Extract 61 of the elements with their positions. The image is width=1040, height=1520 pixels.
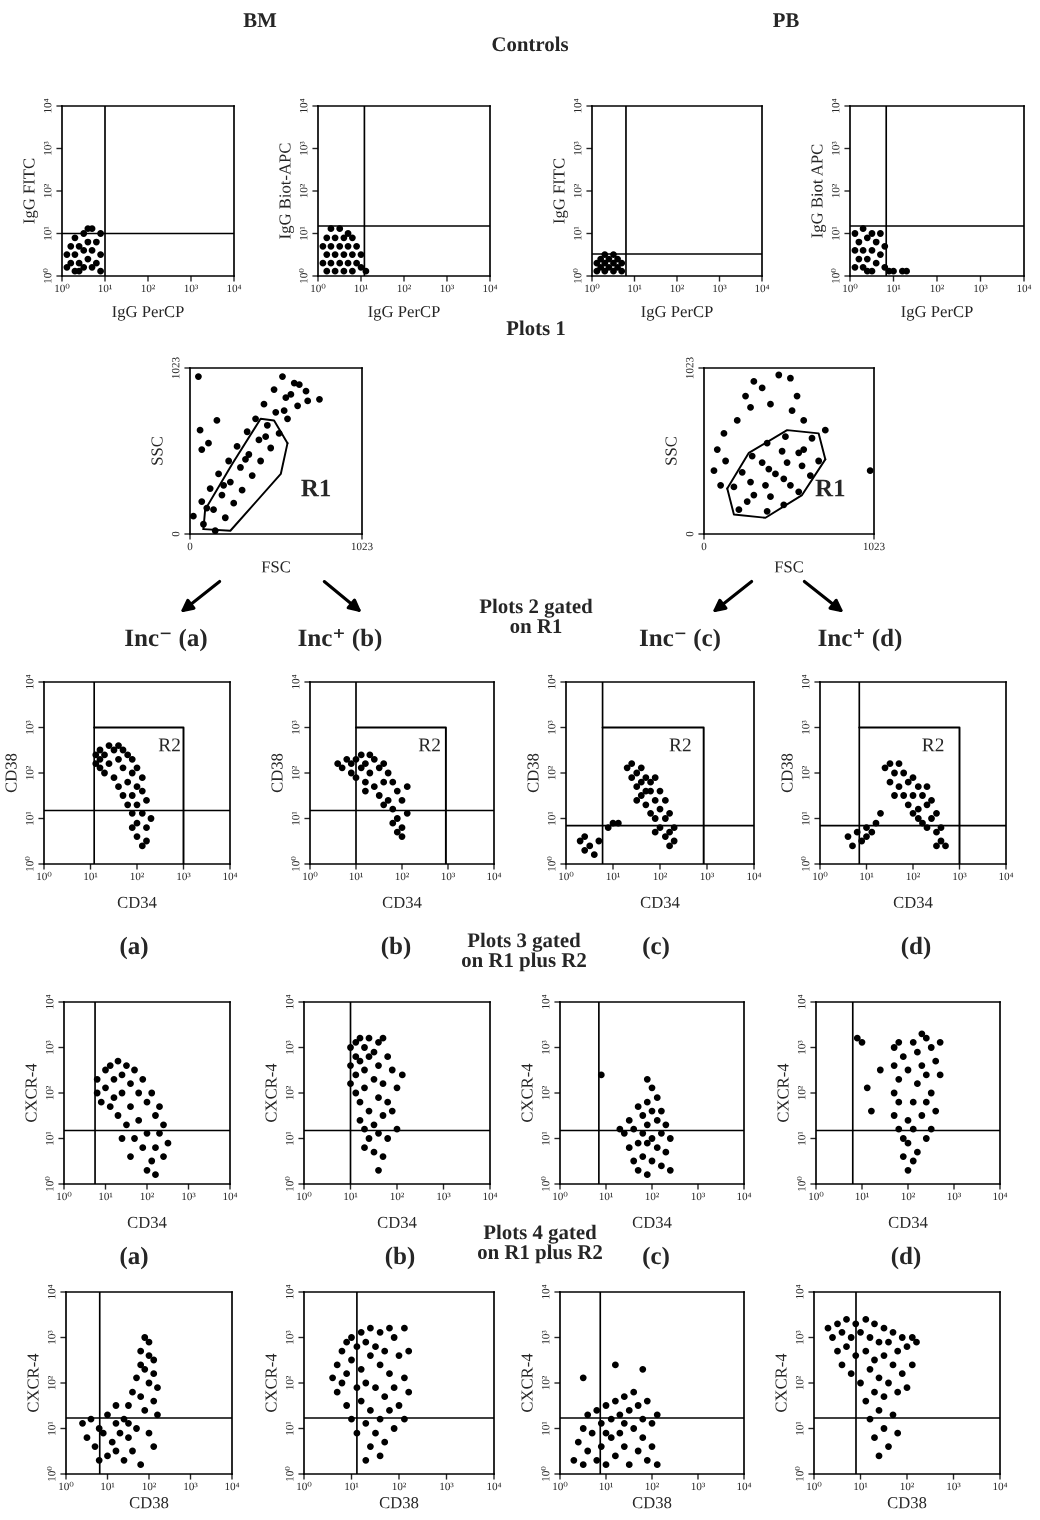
chart-title: Inc⁻ (c): [639, 628, 720, 652]
y-axis-title: CD38: [271, 753, 283, 793]
chart-title: (c): [643, 936, 669, 960]
y-axis-title: IgG FITC: [23, 158, 39, 224]
chart-title: (c): [643, 1246, 669, 1270]
x-axis-title: CD34: [632, 1216, 672, 1229]
y-axis-title: CXCR-4: [265, 1063, 277, 1122]
x-axis-title: CD38: [632, 1497, 672, 1509]
y-axis-title: CXCR-4: [775, 1353, 787, 1412]
x-axis-title: FSC: [261, 561, 290, 573]
x-axis-title: IgG PerCP: [901, 306, 973, 321]
annotation: R2: [922, 738, 944, 752]
y-axis-title: CXCR-4: [777, 1063, 789, 1122]
chart-title: Inc⁺ (b): [298, 628, 382, 652]
x-axis-title: FSC: [774, 561, 803, 573]
text: Plots 2 gated on R1: [479, 598, 593, 634]
x-axis-title: CD34: [640, 896, 680, 909]
y-axis-title: SSC: [151, 437, 163, 465]
chart-title: (a): [120, 1246, 148, 1270]
annotation: R2: [669, 738, 691, 752]
y-axis-title: IgG FITC: [553, 158, 569, 224]
annotation: R2: [158, 738, 180, 752]
x-axis-title: CD34: [117, 896, 157, 909]
text: Plots 3 gated on R1 plus R2: [461, 932, 586, 972]
text: Plots 4 gated on R1 plus R2: [477, 1224, 602, 1264]
text: Plots 1: [506, 320, 565, 336]
x-axis-title: CD34: [382, 896, 422, 909]
y-axis-title: CXCR-4: [25, 1063, 37, 1122]
x-axis-title: IgG PerCP: [641, 306, 713, 321]
chart-title: Inc⁻ (a): [125, 628, 207, 652]
x-axis-title: CD38: [379, 1497, 419, 1509]
y-axis-title: CXCR-4: [521, 1353, 533, 1412]
x-axis-title: CD38: [129, 1497, 169, 1509]
y-axis-title: CXCR-4: [27, 1353, 39, 1412]
y-axis-title: SSC: [665, 437, 677, 465]
y-axis-title: CD38: [781, 753, 793, 793]
x-axis-title: CD34: [127, 1216, 167, 1229]
chart-title: (b): [385, 1246, 415, 1270]
y-axis-title: CD38: [527, 753, 539, 793]
y-axis-title: IgG Biot-APC: [279, 143, 295, 239]
chart-title: (a): [120, 936, 148, 960]
x-axis-title: CD34: [377, 1216, 417, 1229]
x-axis-title: CD34: [888, 1216, 928, 1229]
x-axis-title: CD34: [893, 896, 933, 909]
chart-title: Inc⁺ (d): [818, 628, 902, 652]
chart-title: (d): [901, 936, 931, 960]
text: BM: [243, 13, 277, 28]
x-axis-title: IgG PerCP: [368, 306, 440, 321]
x-axis-title: CD38: [887, 1497, 927, 1509]
y-axis-title: CD38: [5, 753, 17, 793]
annotation: R2: [418, 738, 440, 752]
annotation: R1: [815, 479, 845, 497]
annotation: R1: [301, 479, 331, 497]
chart-title: (d): [891, 1246, 921, 1270]
y-axis-title: IgG Biot APC: [811, 144, 827, 238]
x-axis-title: IgG PerCP: [112, 306, 184, 321]
text: Controls: [492, 36, 569, 52]
chart-title: (b): [381, 936, 411, 960]
y-axis-title: CXCR-4: [521, 1063, 533, 1122]
text: PB: [773, 13, 799, 28]
y-axis-title: CXCR-4: [265, 1353, 277, 1412]
